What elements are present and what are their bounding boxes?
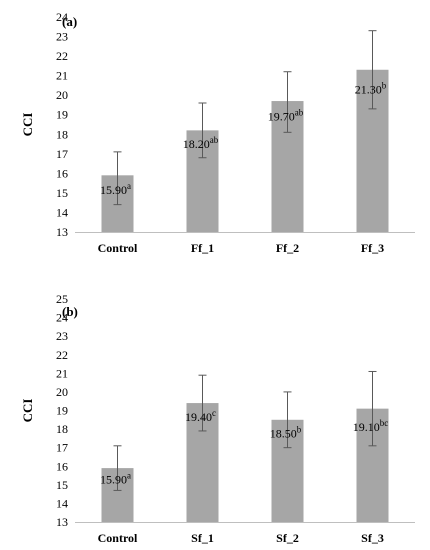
y-axis-label: CCI (20, 113, 35, 137)
y-tick-label: 17 (56, 441, 68, 455)
y-tick-label: 20 (56, 88, 68, 102)
y-tick-label: 15 (56, 186, 68, 200)
data-label: 19.10bc (353, 418, 389, 434)
x-tick-label: Ff_3 (361, 241, 384, 255)
data-label: 18.50b (270, 425, 302, 441)
chart-panel-a: 13 14 15 16 17 18 19 20 21 22 23 24 CCI (a) 15.90a Cont… (20, 10, 415, 255)
x-tick-label: Control (98, 531, 138, 545)
panel-label: (a) (62, 14, 77, 29)
x-tick-label: Sf_2 (276, 531, 299, 545)
y-tick-label: 16 (56, 166, 68, 180)
data-label: 15.90a (100, 181, 131, 197)
y-tick-label: 25 (56, 292, 68, 306)
y-tick-label: 17 (56, 147, 68, 161)
data-label: 19.70ab (268, 108, 304, 124)
y-tick-label: 22 (56, 49, 68, 63)
chart-panel-b: 13 14 15 16 17 18 19 20 21 22 23 24 25 CCI (b) 15.90a Co… (20, 292, 415, 545)
y-tick-label: 24 (56, 311, 68, 325)
y-tick-label: 23 (56, 30, 68, 44)
y-tick-label: 19 (56, 404, 68, 418)
y-tick-label: 21 (56, 69, 68, 83)
y-tick-label: 20 (56, 385, 68, 399)
y-tick-label: 14 (56, 205, 68, 219)
x-tick-label: Sf_1 (191, 531, 214, 545)
y-tick-label: 21 (56, 366, 68, 380)
y-tick-label: 16 (56, 459, 68, 473)
y-tick-label: 22 (56, 348, 68, 362)
y-axis-label: CCI (20, 399, 35, 423)
y-tick-label: 18 (56, 127, 68, 141)
y-tick-label: 23 (56, 329, 68, 343)
x-tick-label: Sf_3 (361, 531, 384, 545)
data-label: 18.20ab (183, 135, 219, 151)
data-label: 15.90a (100, 470, 131, 486)
y-tick-label: 14 (56, 496, 68, 510)
x-tick-label: Control (98, 241, 138, 255)
panel-label: (b) (62, 304, 78, 319)
y-tick-label: 15 (56, 478, 68, 492)
y-tick-label: 18 (56, 422, 68, 436)
data-label: 19.40c (185, 408, 216, 424)
y-tick-label: 13 (56, 515, 68, 529)
x-tick-label: Ff_2 (276, 241, 299, 255)
x-tick-label: Ff_1 (191, 241, 214, 255)
y-tick-label: 13 (56, 225, 68, 239)
y-tick-label: 19 (56, 108, 68, 122)
data-label: 21.30b (355, 80, 387, 96)
y-tick-label: 24 (56, 10, 68, 24)
